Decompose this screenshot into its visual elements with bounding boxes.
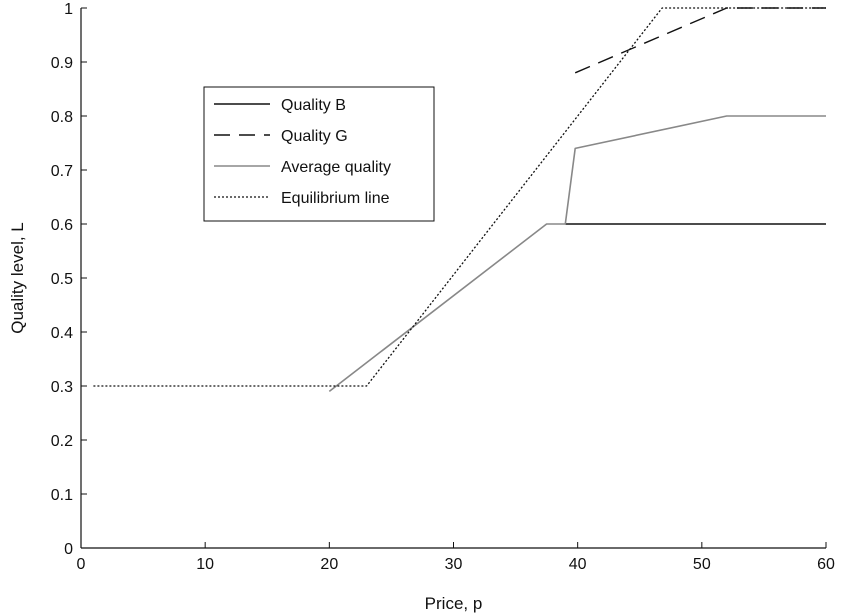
- y-tick-label: 0.4: [51, 325, 73, 342]
- legend: Quality B Quality G Average quality Equilib…: [203, 86, 435, 222]
- plot-area: [93, 7, 826, 393]
- y-tick-label: 0.5: [51, 271, 73, 288]
- x-ticks: 0 10 20 30 40 50 60: [77, 542, 835, 573]
- series-line-quality-g: [574, 7, 826, 74]
- legend-label-quality-b: Quality B: [281, 97, 346, 114]
- series-line-equilibrium-line: [93, 7, 826, 387]
- y-ticks: 0 0.1 0.2 0.3 0.4 0.5 0.6 0.7 0.8 0.9 1: [51, 1, 87, 558]
- y-tick-label: 0.3: [51, 379, 73, 396]
- x-tick-label: 30: [445, 556, 463, 573]
- y-tick-label: 0.9: [51, 55, 73, 72]
- legend-label-quality-g: Quality G: [281, 128, 348, 145]
- y-tick-label: 0.8: [51, 109, 73, 126]
- x-tick-label: 0: [77, 556, 86, 573]
- y-tick-label: 0.2: [51, 433, 73, 450]
- legend-box: [203, 86, 435, 222]
- x-tick-label: 50: [693, 556, 711, 573]
- x-tick-label: 40: [569, 556, 587, 573]
- y-tick-label: 0: [64, 541, 73, 558]
- x-tick-label: 20: [320, 556, 338, 573]
- x-tick-label: 60: [817, 556, 835, 573]
- y-tick-label: 1: [64, 1, 73, 18]
- legend-label-average-quality: Average quality: [281, 159, 391, 176]
- axes: 0 10 20 30 40 50 60 00.10.20.30.40.50.60.70.80…: [51, 1, 835, 573]
- x-axis-title: Price, p: [425, 594, 483, 613]
- y-axis-title: Quality level, L: [8, 222, 27, 334]
- y-tick-label: 0.1: [51, 487, 73, 504]
- y-tick-label: 0.7: [51, 163, 73, 180]
- legend-label-equilibrium-line: Equilibrium line: [281, 190, 390, 207]
- x-tick-label: 10: [196, 556, 214, 573]
- y-tick-label: 0.6: [51, 217, 73, 234]
- series-line-average-quality: [328, 115, 826, 393]
